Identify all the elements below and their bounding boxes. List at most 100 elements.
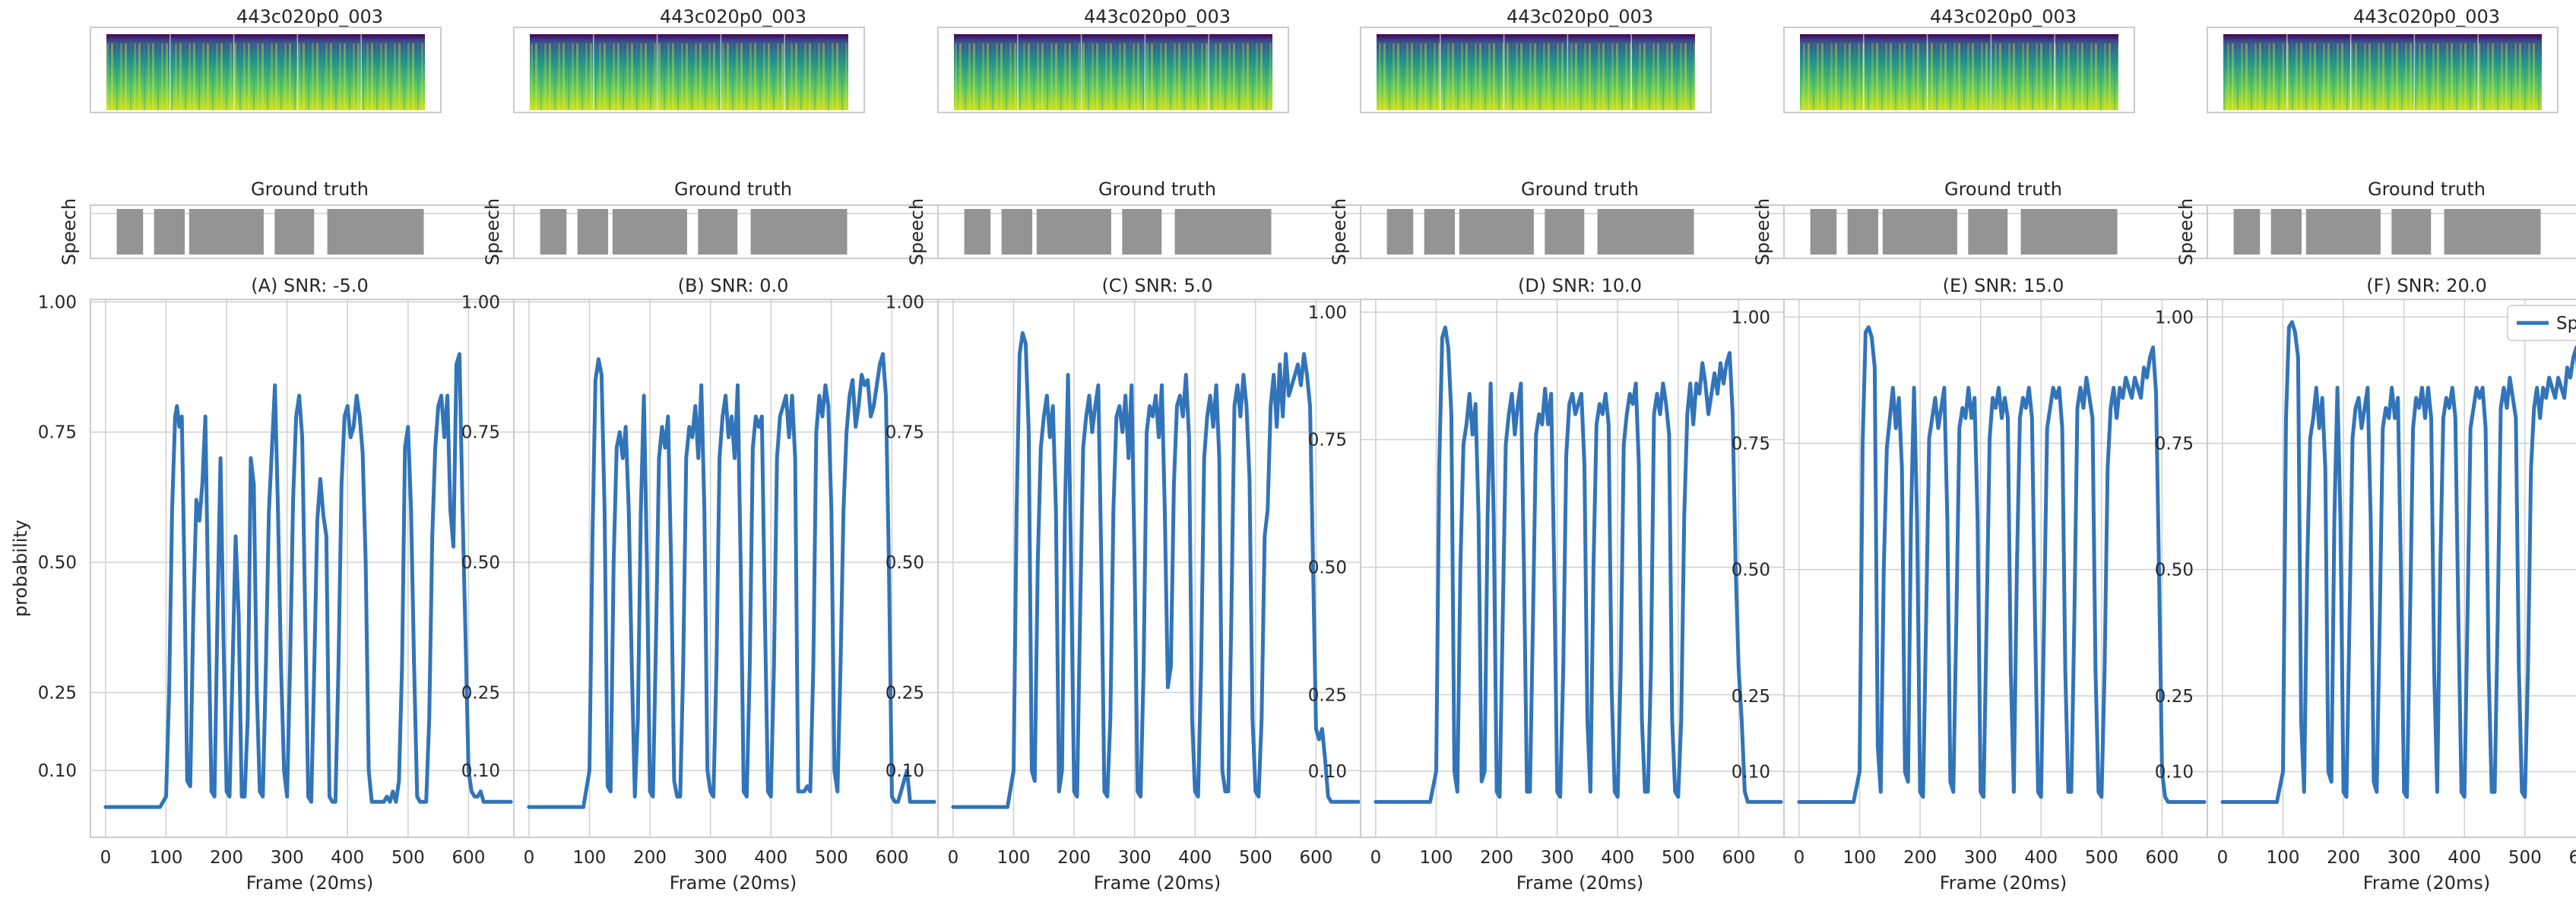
y-tick-label-2: 0.50 — [2155, 561, 2194, 581]
data-point — [1342, 801, 1344, 803]
data-point — [2010, 669, 2012, 672]
data-point — [313, 666, 315, 667]
data-point — [1079, 613, 1081, 615]
data-point — [1871, 337, 1873, 338]
data-point — [2291, 321, 2293, 323]
data-point — [1892, 387, 1894, 389]
data-point — [1130, 384, 1133, 386]
x-tick-label-5: 500 — [2085, 848, 2118, 868]
data-point — [2521, 791, 2523, 793]
data-point — [1970, 417, 1972, 419]
data-point — [2158, 568, 2160, 571]
data-point — [1656, 393, 1658, 394]
data-point — [680, 796, 681, 798]
data-point — [229, 796, 230, 798]
spectrogram-texture — [954, 43, 1272, 110]
y-tick-label-3: 0.75 — [38, 423, 77, 443]
data-point — [2282, 770, 2284, 773]
data-point — [1665, 403, 1667, 405]
x-tick-label-3: 300 — [694, 848, 727, 868]
data-point — [613, 562, 615, 563]
ground-truth-title: Ground truth — [1098, 179, 1216, 200]
data-point — [1586, 720, 1589, 721]
data-point — [2300, 720, 2302, 722]
data-point — [2491, 791, 2492, 793]
data-point — [123, 806, 125, 808]
data-point — [1167, 686, 1169, 688]
data-point — [2527, 669, 2529, 672]
data-point — [334, 801, 337, 803]
data-point — [2121, 397, 2124, 399]
data-point — [2185, 801, 2187, 803]
data-point — [625, 426, 626, 428]
data-point — [1064, 509, 1066, 511]
x-tick-label-0: 0 — [100, 848, 112, 868]
data-point — [1040, 447, 1042, 448]
data-point — [695, 405, 696, 407]
data-point — [2563, 397, 2565, 399]
data-point — [797, 790, 799, 793]
data-point — [848, 394, 851, 397]
data-point — [1306, 374, 1308, 376]
data-point — [1662, 383, 1664, 384]
data-point — [900, 790, 902, 793]
data-point — [2058, 387, 2060, 389]
ground-truth-title: Ground truth — [251, 179, 369, 200]
data-point — [443, 436, 445, 438]
data-point — [181, 416, 182, 417]
data-point — [749, 666, 751, 667]
data-point — [1312, 562, 1314, 563]
data-point — [1107, 796, 1108, 798]
data-point — [2240, 801, 2242, 803]
data-point — [1976, 518, 1979, 520]
data-point — [782, 405, 784, 407]
data-point — [292, 499, 294, 501]
data-point — [676, 796, 678, 798]
data-point — [176, 405, 178, 407]
ground-truth-segment-2 — [1882, 209, 1957, 255]
data-point — [507, 801, 509, 803]
data-point — [1282, 416, 1284, 417]
data-point — [1333, 801, 1336, 803]
data-point — [1475, 403, 1476, 405]
x-tick-label-2: 200 — [1903, 848, 1937, 868]
data-point — [1877, 745, 1879, 748]
data-point — [2509, 377, 2511, 378]
data-point — [1511, 393, 1513, 394]
data-point — [1635, 383, 1637, 384]
ground-truth-segment-4 — [750, 209, 848, 255]
data-point — [2007, 417, 2009, 419]
data-point — [2031, 417, 2033, 419]
data-point — [1704, 383, 1706, 384]
data-point — [192, 613, 195, 615]
data-point — [1119, 405, 1120, 407]
subplot-1: 443c020p0_003 Ground truth Speech (B) SNR: … — [461, 6, 953, 894]
data-point — [2364, 407, 2365, 409]
y-tick-label-0: 0.10 — [1732, 763, 1770, 783]
data-point — [1145, 431, 1148, 433]
data-point — [2037, 791, 2039, 793]
data-point — [1303, 353, 1305, 355]
y-tick-label-1: 0.25 — [2155, 687, 2194, 707]
data-point — [1487, 515, 1488, 517]
data-point — [501, 801, 502, 803]
data-point — [2089, 397, 2090, 399]
data-point — [1215, 384, 1217, 386]
data-point — [2367, 387, 2368, 389]
data-point — [634, 796, 635, 798]
data-point — [1979, 791, 1982, 793]
data-point — [2071, 791, 2072, 793]
data-point — [1599, 403, 1601, 405]
data-point — [1553, 566, 1555, 568]
data-point — [851, 379, 854, 381]
data-point — [1941, 407, 1942, 409]
data-point — [918, 801, 920, 803]
ground-truth-segment-3 — [1122, 209, 1162, 255]
data-point — [2134, 377, 2136, 378]
data-point — [794, 457, 796, 459]
y-tick-label-4: 1.00 — [886, 293, 924, 312]
data-point — [1925, 619, 1927, 621]
data-point — [873, 405, 875, 407]
data-point — [271, 447, 273, 448]
y-tick-label-4: 1.00 — [38, 293, 77, 312]
